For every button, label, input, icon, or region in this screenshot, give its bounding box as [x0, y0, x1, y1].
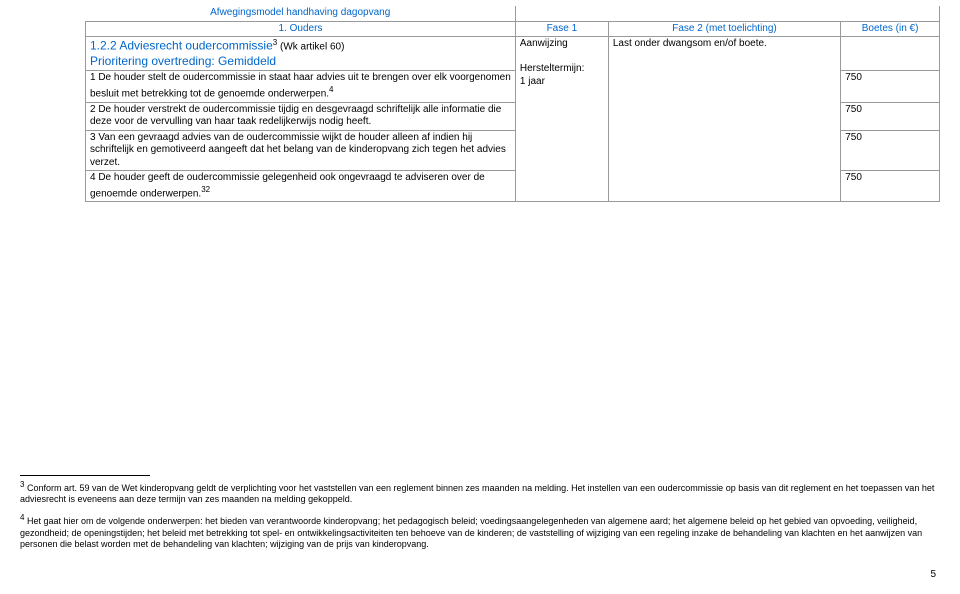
- boete-value: 750: [841, 71, 940, 102]
- boete-value: 750: [841, 130, 940, 171]
- col-header-fase2: Fase 2 (met toelichting): [608, 21, 840, 37]
- footnote-4: 4 Het gaat hier om de volgende onderwerp…: [20, 513, 940, 550]
- empty-cell: [608, 6, 840, 21]
- fase2-text: Last onder dwangsom en/of boete.: [613, 38, 767, 49]
- footnote-divider: [20, 475, 150, 476]
- page-container: Afwegingsmodel handhaving dagopvang 1. O…: [0, 0, 960, 202]
- empty-cell: [841, 6, 940, 21]
- item-text: 1 De houder stelt de oudercommissie in s…: [90, 72, 511, 99]
- fase2-cell: Last onder dwangsom en/of boete.: [608, 37, 840, 202]
- boete-empty: [841, 37, 940, 71]
- item-text: 4 De houder geeft de oudercommissie gele…: [90, 172, 485, 199]
- fase1-cell: Aanwijzing Hersteltermijn: 1 jaar: [515, 37, 608, 202]
- item-text-cell: 4 De houder geeft de oudercommissie gele…: [86, 171, 516, 202]
- footnote-3: 3 Conform art. 59 van de Wet kinderopvan…: [20, 480, 940, 506]
- footnote-text: Conform art. 59 van de Wet kinderopvang …: [20, 483, 934, 504]
- footnote-text: Het gaat hier om de volgende onderwerpen…: [20, 516, 922, 549]
- item-text-cell: 3 Van een gevraagd advies van de ouderco…: [86, 130, 516, 171]
- regulation-table: Afwegingsmodel handhaving dagopvang 1. O…: [85, 6, 940, 202]
- empty-cell: [515, 6, 608, 21]
- header-row: 1. Ouders Fase 1 Fase 2 (met toelichting…: [86, 21, 940, 37]
- fase1-hersteltermijn: Hersteltermijn:: [520, 63, 584, 74]
- subsection-cell: 1.2.2 Adviesrecht oudercommissie3 (Wk ar…: [86, 37, 516, 71]
- item-text-cell: 1 De houder stelt de oudercommissie in s…: [86, 71, 516, 102]
- item-text-cell: 2 De houder verstrekt de oudercommissie …: [86, 102, 516, 130]
- document-title: Afwegingsmodel handhaving dagopvang: [86, 6, 516, 21]
- boete-value: 750: [841, 102, 940, 130]
- subsection-row: 1.2.2 Adviesrecht oudercommissie3 (Wk ar…: [86, 37, 940, 71]
- fase1-duration: 1 jaar: [520, 76, 545, 87]
- fase1-aanwijzing: Aanwijzing: [520, 38, 568, 49]
- page-number: 5: [930, 569, 936, 580]
- item-text: 3 Van een gevraagd advies van de ouderco…: [90, 132, 506, 168]
- subsection-code: 1.2.2 Adviesrecht oudercommissie: [90, 38, 273, 52]
- col-header-fase1: Fase 1: [515, 21, 608, 37]
- boete-value: 750: [841, 171, 940, 202]
- priority-label: Prioritering overtreding: Gemiddeld: [90, 54, 276, 68]
- col-header-boetes: Boetes (in €): [841, 21, 940, 37]
- subsection-ref: (Wk artikel 60): [277, 41, 344, 52]
- item-text: 2 De houder verstrekt de oudercommissie …: [90, 104, 501, 128]
- footnote-ref: 4: [329, 85, 333, 94]
- footnotes-block: 3 Conform art. 59 van de Wet kinderopvan…: [20, 475, 940, 558]
- title-row: Afwegingsmodel handhaving dagopvang: [86, 6, 940, 21]
- footnote-ref: 32: [201, 185, 210, 194]
- section-heading: 1. Ouders: [86, 21, 516, 37]
